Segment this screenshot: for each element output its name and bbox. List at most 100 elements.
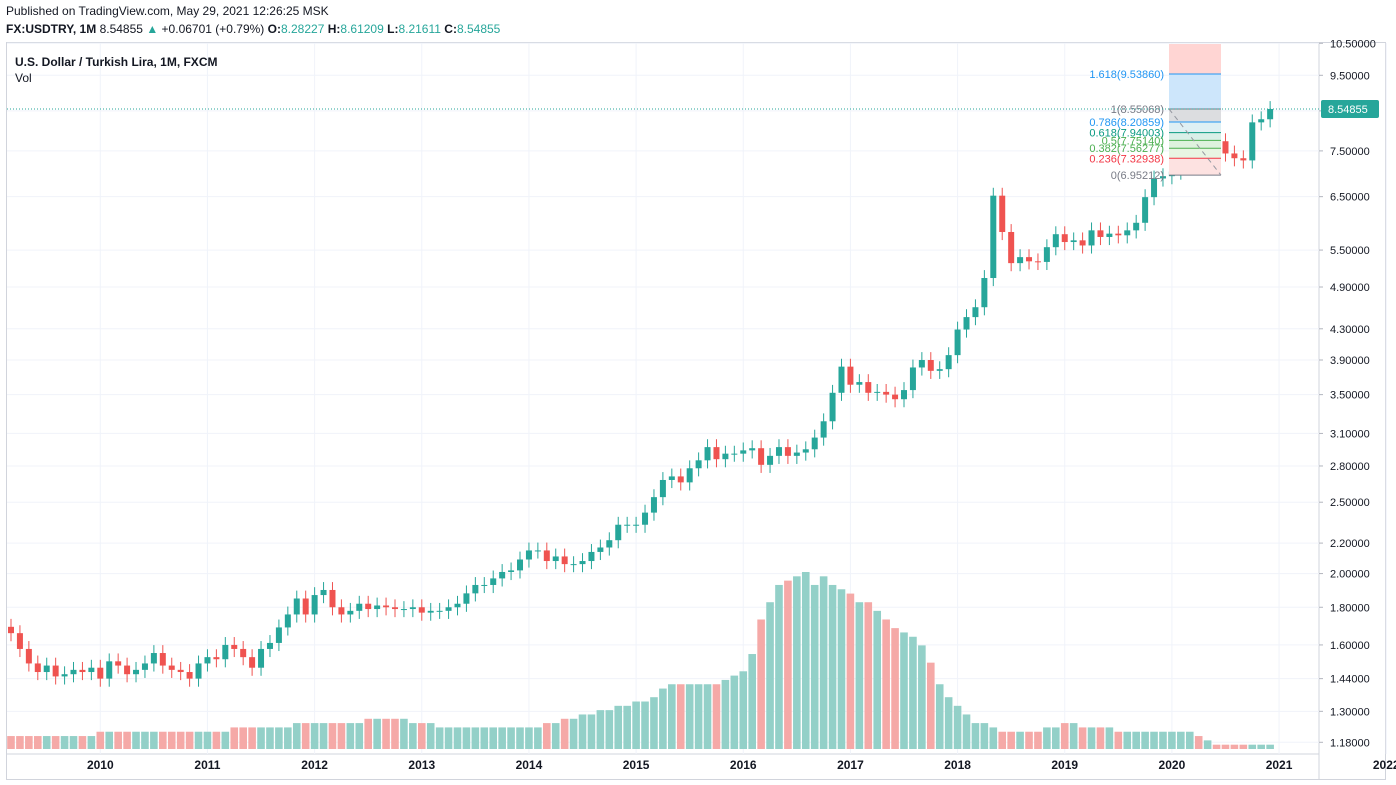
volume-bar [1114, 731, 1123, 749]
volume-bar [703, 684, 712, 749]
candle [356, 603, 363, 611]
low-value: 8.21611 [398, 22, 441, 36]
volume-bar [1168, 731, 1176, 749]
volume-bar [132, 731, 140, 749]
candle [802, 449, 809, 453]
volume-bar [926, 662, 935, 749]
fib-level-label: 0.382(7.56277) [1089, 143, 1164, 155]
candle [945, 355, 952, 370]
volume-bar [69, 736, 78, 749]
volume-bar [284, 727, 292, 749]
candle [409, 607, 416, 610]
candle [624, 524, 631, 526]
volume-bar [123, 731, 131, 749]
candle [472, 584, 479, 594]
candle [275, 627, 282, 643]
candle [561, 556, 568, 565]
candle [534, 550, 541, 552]
fib-level-label: 1.618(9.53860) [1089, 69, 1164, 81]
volume-bar [1239, 744, 1248, 749]
candle [767, 455, 774, 465]
volume-bar [1266, 744, 1274, 749]
volume-bar [739, 671, 748, 749]
volume-bar [1096, 727, 1105, 749]
volume-bar [301, 723, 310, 749]
candle [141, 663, 148, 670]
volume-bar [998, 731, 1007, 749]
volume-bar [391, 718, 399, 749]
open-label: O: [267, 22, 281, 36]
volume-bar [212, 731, 221, 749]
candle [713, 447, 720, 460]
volume-bar [203, 731, 212, 749]
volume-bar [1203, 740, 1212, 749]
volume-bar [426, 723, 435, 749]
symbol-label: FX:USDTRY, 1M [6, 22, 97, 36]
volume-label: Vol [15, 71, 32, 85]
volume-bar [721, 679, 730, 749]
candle [293, 598, 300, 615]
candle [740, 450, 747, 454]
candle [525, 550, 532, 560]
volume-bar [435, 727, 444, 749]
volume-bar [569, 718, 578, 749]
candle [650, 497, 657, 513]
last-price-label: 8.54855 [1328, 104, 1368, 116]
candle [427, 610, 434, 613]
candle [391, 607, 398, 610]
volume-bar [605, 710, 614, 749]
candle [963, 317, 970, 330]
candle [133, 669, 140, 675]
volume-bar [1034, 731, 1042, 749]
fib-zone [1169, 158, 1221, 176]
volume-bar [453, 727, 462, 749]
last-price-badge [1321, 100, 1379, 119]
volume-bar [810, 584, 819, 749]
volume-bar [918, 645, 926, 749]
chart-panel[interactable] [6, 42, 1386, 780]
candle [383, 605, 390, 608]
candle [436, 610, 443, 612]
y-tick-label: 4.90000 [1330, 282, 1370, 294]
candle [70, 669, 77, 675]
candle [731, 453, 738, 455]
volume-bar [105, 731, 114, 749]
volume-bar [1141, 731, 1149, 749]
volume-bar [114, 731, 122, 749]
volume-bar [310, 723, 319, 749]
volume-bar [864, 602, 873, 749]
volume-bar [400, 718, 408, 749]
volume-bar [944, 697, 953, 749]
candle [847, 366, 854, 385]
volume-bar [766, 602, 774, 749]
fib-zone [1169, 148, 1221, 159]
change-arrow-icon: ▲ [146, 22, 159, 36]
volume-bar [1078, 727, 1087, 749]
candle [329, 589, 336, 608]
candle [1151, 178, 1158, 198]
candle [61, 674, 68, 677]
fib-level-label: 0(6.95212) [1111, 170, 1164, 182]
volume-bar [1060, 723, 1069, 749]
candle [1070, 240, 1077, 243]
volume-bar [873, 610, 882, 749]
volume-bar [257, 727, 265, 749]
volume-bar [7, 736, 15, 749]
volume-bar [560, 718, 569, 749]
volume-bar [1043, 727, 1051, 749]
volume-bar [382, 718, 390, 749]
volume-bar [1132, 731, 1140, 749]
candle [1106, 233, 1113, 237]
volume-bar [935, 684, 944, 749]
volume-bar [25, 736, 33, 749]
volume-bar [551, 723, 560, 749]
volume-bar [319, 723, 328, 749]
y-tick-label: 1.80000 [1330, 602, 1370, 614]
fib-zone [1169, 74, 1221, 109]
published-info: Published on TradingView.com, May 29, 20… [6, 4, 329, 18]
candle [1142, 197, 1149, 223]
candle [1258, 119, 1265, 123]
fib-zone [1169, 132, 1221, 141]
y-tick-label: 5.50000 [1330, 245, 1370, 257]
